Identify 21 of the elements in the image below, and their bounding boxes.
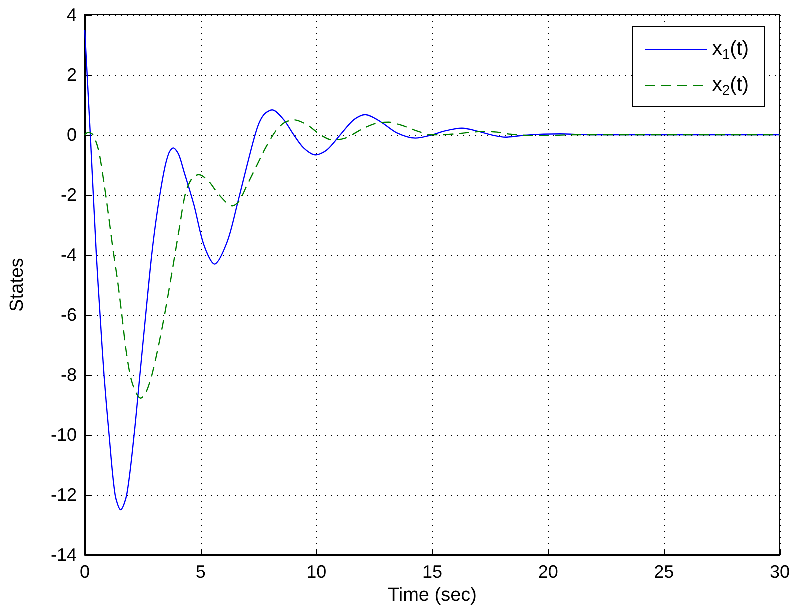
- y-tick-label: -2: [60, 185, 77, 205]
- y-tick-label: -8: [60, 365, 77, 385]
- x-tick-label: 15: [422, 562, 443, 582]
- line-series: [84, 29, 781, 511]
- x-tick-label: 5: [196, 562, 206, 582]
- y-tick-label: -14: [50, 545, 77, 565]
- x-tick-label: 20: [538, 562, 558, 582]
- y-tick-label: -6: [60, 305, 77, 325]
- x-axis-title: Time (sec): [388, 584, 478, 606]
- x-tick-label: 0: [80, 562, 90, 582]
- y-tick-label: 2: [66, 65, 77, 85]
- x-tick-label: 30: [770, 562, 790, 582]
- line-series: [84, 119, 781, 399]
- x-tick-label: 10: [306, 562, 327, 582]
- y-tick-label: -4: [60, 245, 77, 265]
- y-tick-label: 4: [66, 5, 77, 25]
- x-tick-label: 25: [654, 562, 674, 582]
- y-axis-title: States: [7, 258, 28, 312]
- y-tick-label: -10: [50, 425, 77, 445]
- y-tick-label: 0: [66, 125, 77, 145]
- y-tick-label: -12: [50, 485, 77, 505]
